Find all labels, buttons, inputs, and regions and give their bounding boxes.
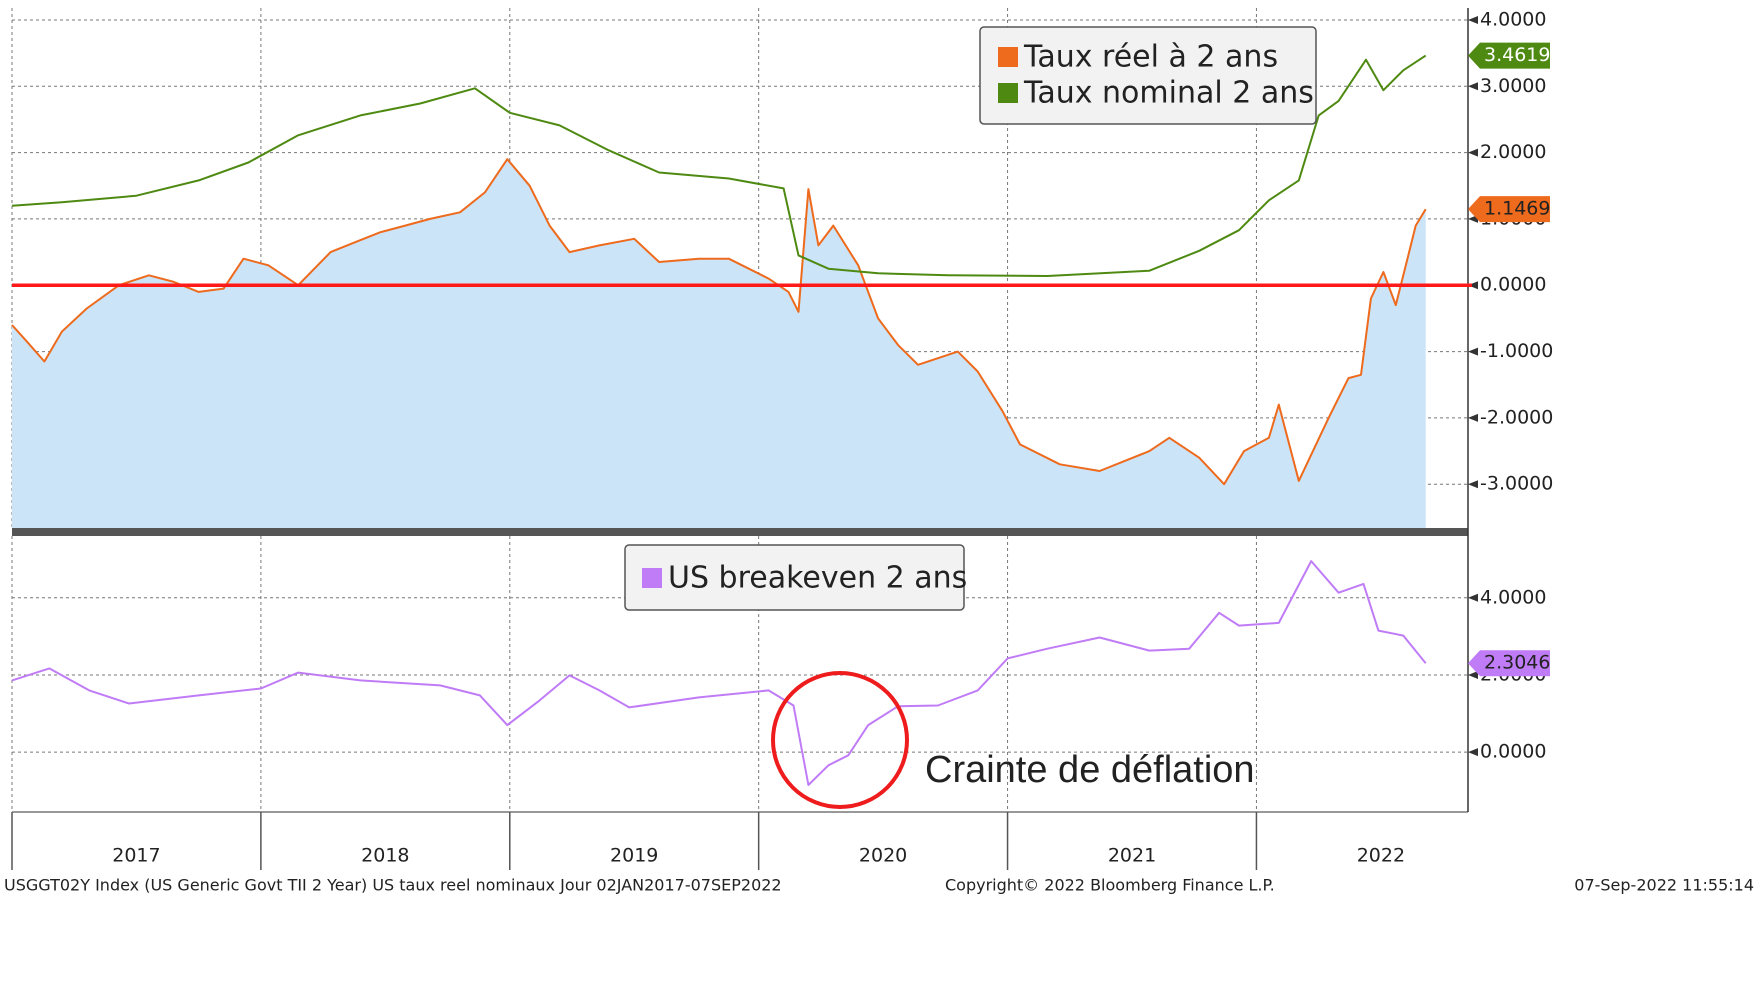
footer-left: USGGT02Y Index (US Generic Govt TII 2 Ye…: [4, 876, 782, 895]
y-tick-mark: [1468, 347, 1478, 356]
y-tick-label: 0.0000: [1480, 274, 1546, 296]
y-tick-label: -2.0000: [1480, 406, 1553, 428]
value-tag: [1468, 42, 1550, 69]
footer-center: Copyright© 2022 Bloomberg Finance L.P.: [945, 876, 1275, 895]
y-tick-label: -3.0000: [1480, 473, 1553, 495]
legend-label: Taux réel à 2 ans: [1023, 40, 1278, 75]
y-tick-mark: [1468, 281, 1478, 290]
legend-box: [624, 544, 965, 611]
value-tag-label: 3.4619: [1484, 44, 1550, 66]
legend-swatch: [998, 83, 1018, 103]
y-tick-mark: [1468, 593, 1478, 602]
area: [12, 159, 1426, 528]
y-tick-label: 2.0000: [1480, 141, 1546, 163]
value-tag-label: 2.3046: [1484, 652, 1550, 674]
x-tick-label: 2022: [1357, 845, 1405, 867]
y-tick-label: -1.0000: [1480, 340, 1553, 362]
line: [11, 560, 1427, 786]
y-tick-mark: [1468, 82, 1478, 91]
value-tag-label: 1.1469: [1484, 198, 1550, 220]
x-tick-label: 2018: [361, 845, 409, 867]
y-tick-mark: [1468, 148, 1478, 157]
highlight-circle: [771, 671, 909, 809]
y-tick-mark: [1468, 670, 1478, 679]
y-tick-label: 4.0000: [1480, 586, 1546, 608]
legend-swatch: [642, 568, 662, 588]
legend-swatch: [998, 47, 1018, 67]
annotation: Crainte de déflation: [925, 749, 1255, 791]
y-tick-label: 3.0000: [1480, 75, 1546, 97]
x-tick-label: 2019: [610, 845, 658, 867]
y-tick-mark: [1468, 15, 1478, 24]
footer-right: 07-Sep-2022 11:55:14: [1574, 876, 1754, 895]
x-tick-label: 2021: [1108, 845, 1156, 867]
y-tick-mark: [1468, 413, 1478, 422]
y-tick-label: 0.0000: [1480, 741, 1546, 763]
value-tag: [1468, 196, 1550, 223]
panel-divider: [12, 528, 1468, 536]
y-tick-mark: [1468, 480, 1478, 489]
x-tick-label: 2017: [112, 845, 160, 867]
legend-label: Taux nominal 2 ans: [1023, 76, 1314, 111]
line: [11, 54, 1427, 277]
y-tick-mark: [1468, 748, 1478, 757]
x-tick-label: 2020: [859, 845, 907, 867]
legend-box: [979, 26, 1317, 125]
value-tag: [1468, 650, 1550, 677]
legend-label: US breakeven 2 ans: [668, 561, 967, 596]
y-tick-label: 4.0000: [1480, 8, 1546, 30]
line: [11, 158, 1427, 486]
